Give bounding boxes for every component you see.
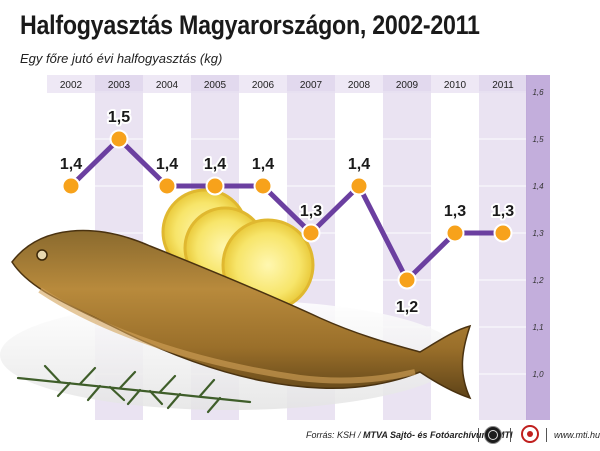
footer-separator: [546, 428, 547, 442]
x-tick-label: 2009: [396, 80, 419, 91]
data-label: 1,4: [348, 156, 370, 173]
data-label: 1,4: [204, 156, 226, 173]
data-label: 1,3: [444, 203, 466, 220]
chart-title: Halfogyasztás Magyarországon, 2002-2011: [20, 10, 480, 40]
data-label-halo: 1,4: [156, 156, 178, 173]
footer-separator: [478, 428, 479, 442]
y-tick-label: 1,6: [532, 88, 544, 97]
chart-subtitle: Egy főre jutó évi halfogyasztás (kg): [20, 51, 223, 66]
mtva-logo-icon: [484, 426, 502, 444]
data-point: [445, 223, 465, 243]
data-point: [493, 223, 513, 243]
y-tick-label: 1,1: [532, 323, 543, 332]
data-point: [349, 176, 369, 196]
y-tick-label: 1,5: [532, 135, 544, 144]
x-tick-label: 2007: [300, 80, 323, 91]
footer-separator: [510, 428, 511, 442]
data-label: 1,4: [252, 156, 274, 173]
rosemary-sprig: [16, 364, 252, 414]
data-point: [109, 129, 129, 149]
x-tick-label: 2006: [252, 80, 275, 91]
x-axis-labels: 2002 2003 2004 2005 2006 2007 2008 2009 2010 2011: [60, 80, 514, 91]
footer-source-prefix: Forrás: KSH /: [306, 430, 364, 440]
x-axis-header: [47, 75, 526, 93]
data-label: 1,4: [60, 156, 82, 173]
data-label-halo: 1,4: [60, 156, 82, 173]
x-tick-label: 2003: [108, 80, 131, 91]
x-tick-label: 2005: [204, 80, 227, 91]
data-label: 1,3: [300, 203, 322, 220]
y-tick-label: 1,3: [532, 229, 544, 238]
data-label: 1,5: [108, 109, 130, 126]
y-axis-band: [526, 75, 550, 420]
fish-photo: [0, 188, 472, 414]
data-label: 1,3: [492, 203, 514, 220]
data-label-halo: 1,2: [396, 299, 418, 316]
footer-url: www.mti.hu: [554, 430, 600, 440]
data-label-halo: 1,5: [108, 109, 130, 126]
x-tick-label: 2008: [348, 80, 371, 91]
series-markers: [61, 129, 513, 290]
footer-source-main: MTVA Sajtó- és Fotóarchívum / MTI: [363, 430, 513, 440]
data-label-halo: 1,3: [444, 203, 466, 220]
data-label-halo: 1,4: [204, 156, 226, 173]
y-axis-ticks: 1,6 1,5 1,4 1,3 1,2 1,1 1,0: [532, 88, 544, 379]
series-line: [69, 136, 503, 283]
data-point: [205, 176, 225, 196]
data-label: 1,4: [156, 156, 178, 173]
data-point: [397, 270, 417, 290]
x-tick-label: 2010: [444, 80, 467, 91]
y-tick-label: 1,0: [532, 370, 544, 379]
y-tick-label: 1,2: [532, 276, 544, 285]
data-point: [157, 176, 177, 196]
data-label-halo: 1,4: [252, 156, 274, 173]
chart-background-bands: [47, 75, 550, 420]
data-label: 1,2: [396, 299, 418, 316]
data-point: [301, 223, 321, 243]
y-tick-label: 1,4: [532, 182, 544, 191]
fish-body: [11, 229, 472, 400]
footer-source: Forrás: KSH / MTVA Sajtó- és Fotóarchívu…: [306, 430, 513, 440]
data-point: [253, 176, 273, 196]
series-line-path: [69, 136, 503, 283]
x-tick-label: 2011: [492, 80, 514, 91]
data-label-halo: 1,3: [300, 203, 322, 220]
category-band: [479, 75, 527, 420]
fish-eye: [36, 249, 48, 261]
fish-belly: [38, 287, 416, 384]
x-tick-label: 2002: [60, 80, 83, 91]
mti-logo-icon: [521, 425, 539, 443]
x-tick-label: 2004: [156, 80, 179, 91]
data-labels: 1,41,41,51,51,41,4 1,41,4 1,41,41,31,31,41…: [58, 107, 516, 318]
data-label-halo: 1,3: [492, 203, 514, 220]
data-point: [61, 176, 81, 196]
data-label-halo: 1,4: [348, 156, 370, 173]
